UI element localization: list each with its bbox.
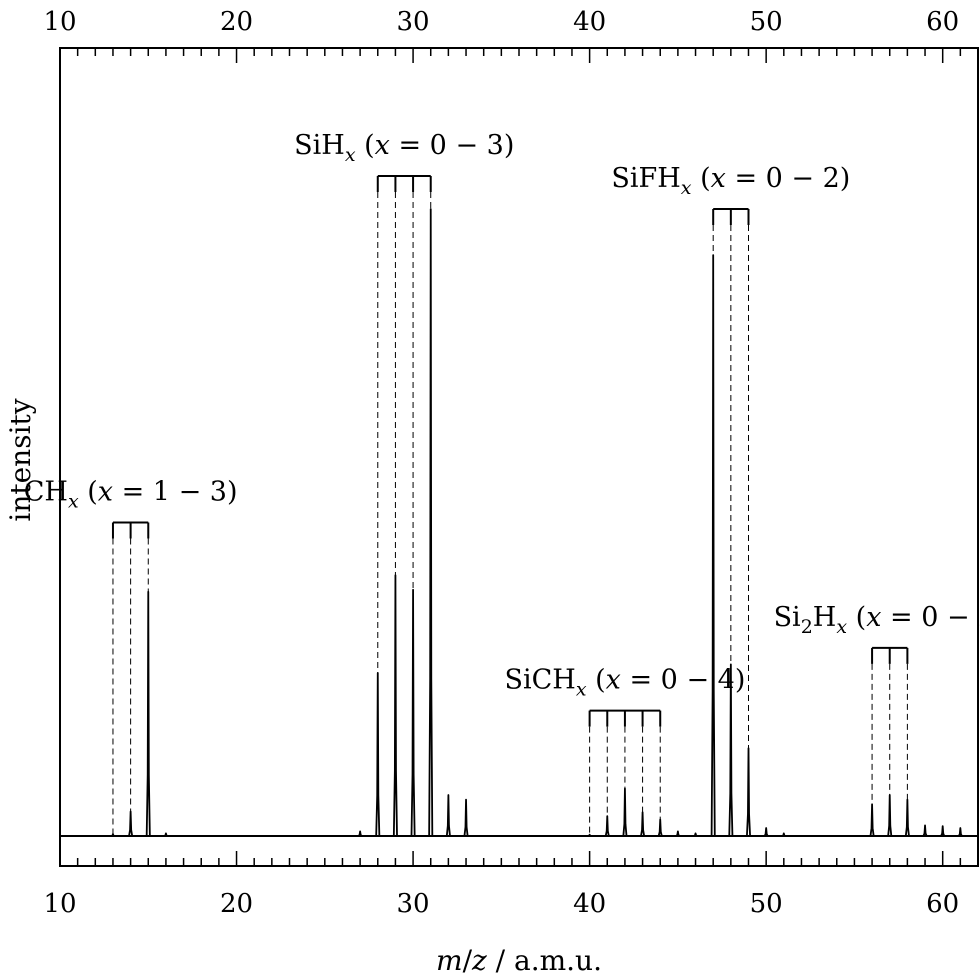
group-label-part: Si [774,602,801,633]
x-axis-label-unit: / a.m.u. [487,944,602,977]
group-label-part: ( [79,477,98,508]
group-label-part: ( [692,163,711,194]
tick-label-top: 50 [750,7,783,37]
group-brackets [111,175,909,727]
group-label: Si2Hx (x = 0 − 2) [774,602,980,638]
group-label-part: x [681,177,692,199]
group-label-part: CH [24,477,68,508]
tick-label-top: 60 [926,7,959,37]
group-label-part: x [711,163,726,194]
x-axis-label-m: m [436,944,463,977]
group-label: SiCHx (x = 0 − 4) [504,665,745,701]
x-axis-label-z: z [471,944,487,977]
axis-ticks [59,48,979,866]
tick-label-top: 20 [220,7,253,37]
spectrum-trace [95,208,978,837]
group-label-part: ( [356,130,375,161]
group-label-part: x [345,144,356,166]
tick-label-top: 10 [43,7,76,37]
tick-label-top: 40 [573,7,606,37]
group-label-part: x [866,602,881,633]
tick-label-bottom: 30 [397,889,430,919]
tick-label-bottom: 60 [926,889,959,919]
group-label-part: ( [587,665,606,696]
group-label-part: x [836,616,847,638]
group-label-part: x [606,665,621,696]
group-label-part: H [813,602,837,633]
group-label-part: SiH [294,130,345,161]
y-axis-label: intensity [4,398,37,521]
group-label: SiHx (x = 0 − 3) [294,130,514,166]
group-label-part: x [98,477,113,508]
tick-label-bottom: 10 [43,889,76,919]
x-axis-label-sep: / [463,944,473,977]
tick-label-bottom: 20 [220,889,253,919]
group-label-part: = 0 − 4) [621,665,745,696]
group-label-part: x [375,130,390,161]
group-label: SiFHx (x = 0 − 2) [611,163,850,199]
group-labels: CHx (x = 1 − 3)SiHx (x = 0 − 3)SiCHx (x … [24,130,980,701]
axis-tick-labels: 10 10 20 20 30 30 40 40 50 50 60 60 [43,7,959,919]
group-label-part: 2 [801,616,813,638]
group-label-part: SiCH [504,665,575,696]
x-axis-label: m/z / a.m.u. [436,944,602,977]
group-label: CHx (x = 1 − 3) [24,477,238,513]
tick-label-bottom: 50 [750,889,783,919]
group-label-part: ( [847,602,866,633]
group-label-part: = 0 − 2) [881,602,980,633]
group-label-part: x [576,679,587,701]
group-label-part: SiFH [611,163,680,194]
group-guide-lines [112,192,908,835]
group-label-part: = 0 − 3) [390,130,514,161]
group-label-part: = 0 − 2) [726,163,850,194]
group-label-part: = 1 − 3) [113,477,237,508]
group-label-part: x [68,491,79,513]
tick-label-bottom: 40 [573,889,606,919]
tick-label-top: 30 [397,7,430,37]
